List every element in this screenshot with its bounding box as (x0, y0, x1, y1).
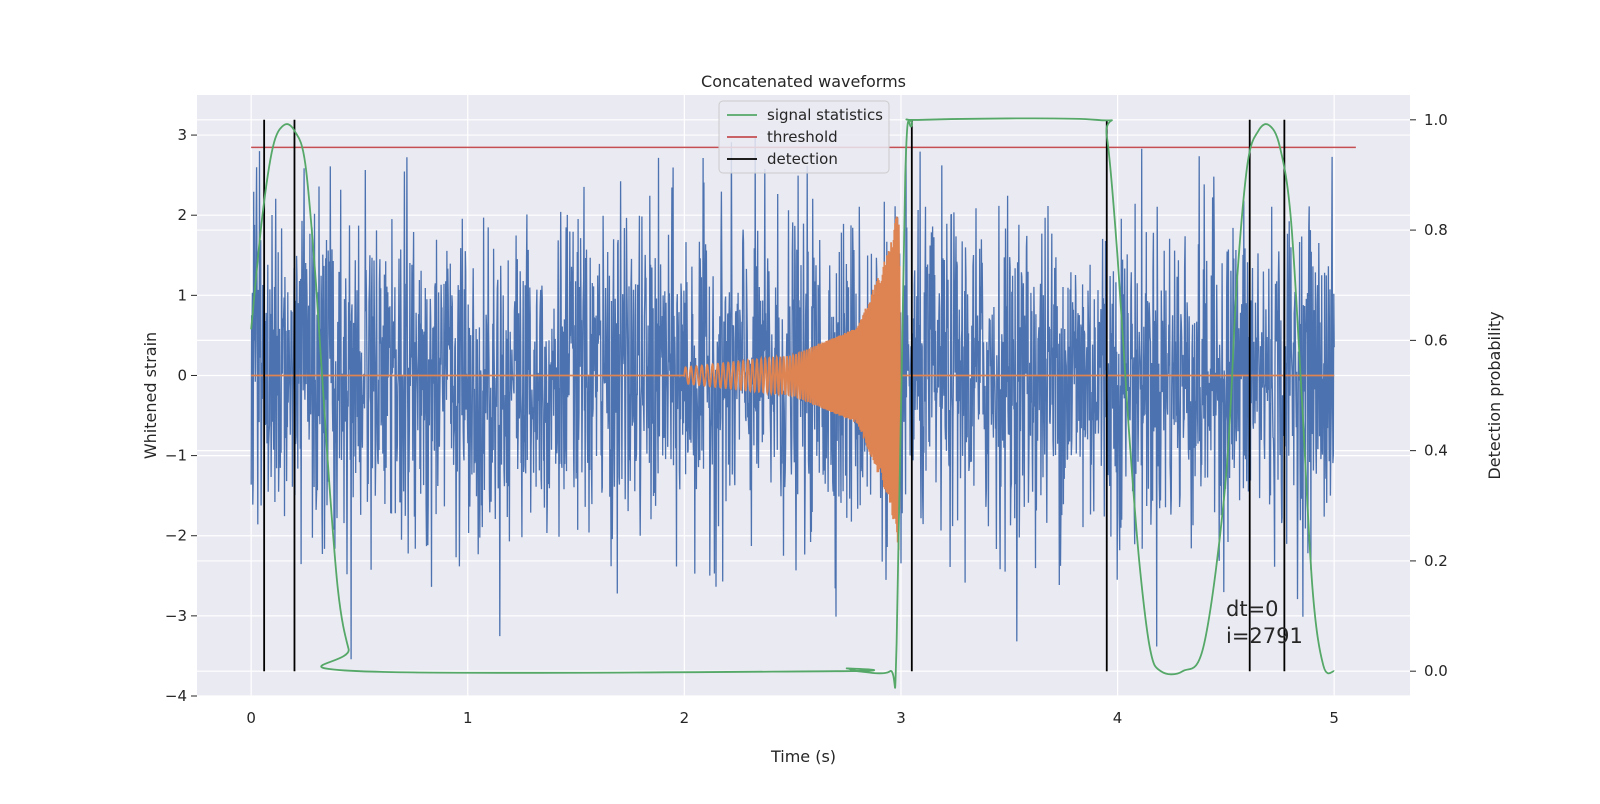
strain-series-line (250, 137, 1335, 660)
plot-area (250, 117, 1356, 689)
annotation-index: i=2791 (1226, 624, 1303, 648)
y-tick-label: −3 (165, 607, 187, 625)
annotation-dt: dt=0 (1226, 597, 1279, 621)
y-tick-label: 2 (177, 206, 187, 224)
x-tick-label: 2 (680, 709, 690, 727)
x-tick-label: 5 (1329, 709, 1339, 727)
x-tick-label: 0 (246, 709, 256, 727)
legend-label: detection (767, 150, 838, 168)
y-tick-label: 0 (177, 366, 187, 384)
legend-label: signal statistics (767, 106, 883, 124)
x-tick-label: 4 (1113, 709, 1123, 727)
x-tick-label: 3 (896, 709, 906, 727)
chart-title: Concatenated waveforms (701, 72, 906, 91)
y-tick-label: −1 (165, 447, 187, 465)
signal-statistics-line (250, 117, 1335, 689)
legend-box (718, 100, 890, 174)
y2-tick-label: 1.0 (1424, 111, 1448, 129)
y-axis-label: Whitened strain (141, 332, 160, 459)
legend: signal statistics threshold detection (718, 100, 890, 174)
axes: 0 1 2 3 4 5 −4 −3 −2 −1 0 1 2 3 0.0 0.2 0.4 0.6 0.8 1.0 (165, 111, 1448, 727)
y2-tick-label: 0.8 (1424, 221, 1448, 239)
y2-axis-label: Detection probability (1485, 311, 1504, 479)
y-tick-label: 1 (177, 286, 187, 304)
y2-tick-label: 0.6 (1424, 331, 1448, 349)
y-tick-label: 3 (177, 126, 187, 144)
injection-series-line (251, 216, 1335, 551)
y2-tick-label: 0.4 (1424, 442, 1448, 460)
legend-label: threshold (767, 128, 838, 146)
y2-tick-label: 0.0 (1424, 662, 1448, 680)
y-tick-label: −4 (165, 687, 187, 705)
x-tick-label: 1 (463, 709, 473, 727)
x-axis-label: Time (s) (770, 747, 836, 766)
y-tick-label: −2 (165, 527, 187, 545)
y2-tick-label: 0.2 (1424, 552, 1448, 570)
